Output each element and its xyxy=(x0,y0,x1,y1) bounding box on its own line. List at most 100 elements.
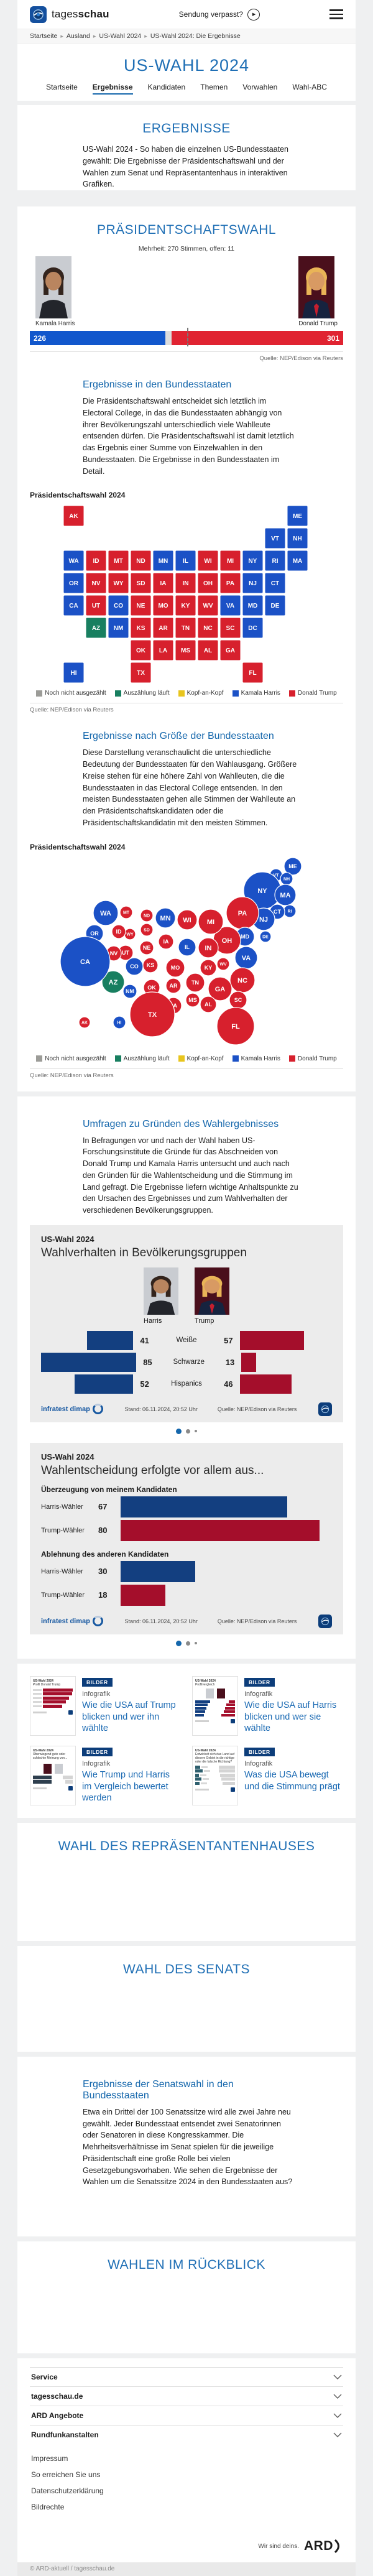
state-VA[interactable]: VA xyxy=(219,595,241,616)
teaser-card[interactable]: US-Wahl 2024 Profil Donald Trump BILDER Inf… xyxy=(30,1675,181,1736)
footer-link-bildrechte[interactable]: Bildrechte xyxy=(31,2503,65,2511)
state-SD[interactable]: SD xyxy=(130,572,152,594)
carousel-dot-active[interactable] xyxy=(176,1428,182,1434)
state-IN[interactable]: IN xyxy=(175,572,196,594)
state-bubble-KY[interactable]: KY xyxy=(200,958,217,976)
teaser-card[interactable]: US-Wahl 2024 Überwiegend gute oder schlec… xyxy=(30,1745,181,1805)
state-MO[interactable]: MO xyxy=(152,595,174,616)
tab-themen[interactable]: Themen xyxy=(200,83,228,91)
state-bubble-WY[interactable]: WY xyxy=(124,927,136,940)
footer-link-impressum[interactable]: Impressum xyxy=(31,2454,68,2463)
state-bubble-FL[interactable]: FL xyxy=(216,1006,255,1045)
state-OK[interactable]: OK xyxy=(130,639,152,661)
state-NY[interactable]: NY xyxy=(242,550,264,572)
state-ND[interactable]: ND xyxy=(130,550,152,572)
teaser-card[interactable]: US-Wahl 2024 Profilvergleich BILDER Infogra… xyxy=(192,1675,343,1736)
state-bubble-PA[interactable]: PA xyxy=(226,896,259,930)
breadcrumb-item[interactable]: US-Wahl 2024 xyxy=(99,32,142,40)
state-AR[interactable]: AR xyxy=(152,617,174,639)
state-OR[interactable]: OR xyxy=(63,572,85,594)
state-PA[interactable]: PA xyxy=(219,572,241,594)
state-bubble-MT[interactable]: MT xyxy=(119,905,133,919)
tab-startseite[interactable]: Startseite xyxy=(46,83,78,91)
footer-accordion-ard-angebote[interactable]: ARD Angebote xyxy=(30,2406,343,2425)
teaser-title[interactable]: Was die USA bewegt und die Stimmung präg… xyxy=(244,1769,340,1792)
state-OH[interactable]: OH xyxy=(197,572,219,594)
state-bubble-IA[interactable]: IA xyxy=(158,933,174,950)
state-bubble-AR[interactable]: AR xyxy=(165,977,182,994)
tab-vorwahlen[interactable]: Vorwahlen xyxy=(242,83,278,91)
state-bubble-HI[interactable]: HI xyxy=(113,1015,126,1029)
tagesschau-logo[interactable]: tagesschau xyxy=(30,6,109,23)
state-NH[interactable]: NH xyxy=(287,527,308,549)
state-MS[interactable]: MS xyxy=(175,639,196,661)
state-bubble-OK[interactable]: OK xyxy=(143,978,160,996)
state-bubble-WI[interactable]: WI xyxy=(177,909,198,930)
state-bubble-VA[interactable]: VA xyxy=(234,945,258,970)
state-DE[interactable]: DE xyxy=(264,595,286,616)
state-WI[interactable]: WI xyxy=(197,550,219,572)
state-KY[interactable]: KY xyxy=(175,595,196,616)
state-bubble-GA[interactable]: GA xyxy=(208,976,233,1001)
state-RI[interactable]: RI xyxy=(264,550,286,572)
state-bubble-WV[interactable]: WV xyxy=(216,957,230,971)
state-bubble-DE[interactable]: DE xyxy=(259,930,272,943)
teaser-title[interactable]: Wie die USA auf Harris blicken und wer s… xyxy=(244,1700,337,1734)
state-SC[interactable]: SC xyxy=(219,617,241,639)
state-bubble-SD[interactable]: SD xyxy=(140,922,154,937)
state-MA[interactable]: MA xyxy=(287,550,308,572)
state-WA[interactable]: WA xyxy=(63,550,85,572)
state-LA[interactable]: LA xyxy=(152,639,174,661)
tab-wahl-abc[interactable]: Wahl-ABC xyxy=(292,83,327,91)
state-bubble-CA[interactable]: CA xyxy=(60,935,111,987)
state-MI[interactable]: MI xyxy=(219,550,241,572)
state-bubble-NE[interactable]: NE xyxy=(139,940,154,955)
state-bubble-KS[interactable]: KS xyxy=(142,957,159,973)
state-VT[interactable]: VT xyxy=(264,527,286,549)
state-bubble-NH[interactable]: NH xyxy=(280,871,293,886)
state-KS[interactable]: KS xyxy=(130,617,152,639)
state-TN[interactable]: TN xyxy=(175,617,196,639)
state-bubble-NC[interactable]: NC xyxy=(229,966,256,993)
state-MN[interactable]: MN xyxy=(152,550,174,572)
state-bubble-IL[interactable]: IL xyxy=(178,937,196,957)
footer-accordion-service[interactable]: Service xyxy=(30,2367,343,2386)
state-NM[interactable]: NM xyxy=(108,617,129,639)
teaser-title[interactable]: Wie die USA auf Trump blicken und wer ih… xyxy=(82,1700,176,1734)
state-bubble-RI[interactable]: RI xyxy=(283,904,297,918)
state-HI[interactable]: HI xyxy=(63,662,85,683)
state-bubble-AL[interactable]: AL xyxy=(200,995,217,1013)
carousel-dot[interactable] xyxy=(195,1642,197,1645)
state-ME[interactable]: ME xyxy=(287,505,308,527)
us-states-bubble-map[interactable]: ME VT NH NY MA RI CT NJ PA DE MD VA WV OH MI WI MN IA IL IN… xyxy=(17,856,356,1050)
state-bubble-ND[interactable]: ND xyxy=(140,908,154,922)
carousel-dot-active[interactable] xyxy=(176,1640,182,1646)
state-bubble-UT[interactable]: UT xyxy=(117,944,134,961)
carousel-dot[interactable] xyxy=(186,1429,190,1434)
state-bubble-IN[interactable]: IN xyxy=(198,937,219,958)
state-NE[interactable]: NE xyxy=(130,595,152,616)
state-bubble-MI[interactable]: MI xyxy=(198,908,224,935)
state-CA[interactable]: CA xyxy=(63,595,85,616)
state-GA[interactable]: GA xyxy=(219,639,241,661)
state-IA[interactable]: IA xyxy=(152,572,174,594)
state-bubble-ME[interactable]: ME xyxy=(283,856,302,876)
teaser-card[interactable]: US-Wahl 2024 Entwickelt sich das Land auf… xyxy=(192,1745,343,1805)
footer-link-so-erreichen-sie-uns[interactable]: So erreichen Sie uns xyxy=(31,2470,101,2479)
state-CO[interactable]: CO xyxy=(108,595,129,616)
state-bubble-ID[interactable]: ID xyxy=(111,924,126,939)
menu-icon[interactable] xyxy=(329,7,343,22)
state-bubble-SC[interactable]: SC xyxy=(229,990,247,1009)
state-bubble-WA[interactable]: WA xyxy=(93,899,119,926)
state-WY[interactable]: WY xyxy=(108,572,129,594)
state-bubble-MA[interactable]: MA xyxy=(274,883,297,906)
state-bubble-MN[interactable]: MN xyxy=(155,907,176,929)
state-TX[interactable]: TX xyxy=(130,662,152,683)
state-bubble-NM[interactable]: NM xyxy=(122,983,137,999)
carousel-dot[interactable] xyxy=(195,1430,197,1433)
state-ID[interactable]: ID xyxy=(85,550,107,572)
state-FL[interactable]: FL xyxy=(242,662,264,683)
state-AK[interactable]: AK xyxy=(63,505,85,527)
state-bubble-MS[interactable]: MS xyxy=(185,992,200,1008)
sendung-verpasst-link[interactable]: Sendung verpasst? ▶ xyxy=(179,8,260,21)
